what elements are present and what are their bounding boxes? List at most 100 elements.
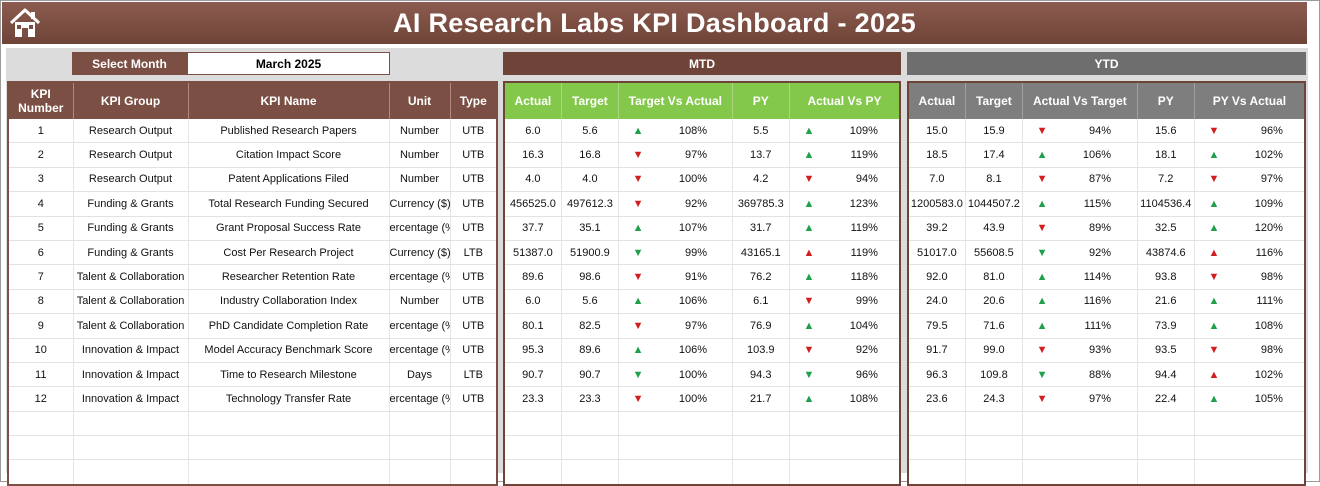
kpi-group: Funding & Grants [73, 240, 189, 266]
kpi-number: 6 [8, 240, 74, 266]
table-row: 16.3 16.8 ▼ 97% 13.7 ▲ 119% [504, 142, 901, 168]
mtd-py: 369785.3 [732, 191, 790, 217]
ytd-actual: 96.3 [908, 362, 966, 388]
mtd_headers-header-4: Actual Vs PY [789, 82, 901, 119]
kpi-type: UTB [450, 313, 498, 339]
empty-cell [789, 459, 901, 486]
mtd-target-vs-actual-value: 100% [678, 173, 708, 186]
empty-cell [73, 435, 189, 461]
kpi-unit: Number [389, 142, 451, 168]
empty-cell [1022, 459, 1138, 486]
mtd-actual-vs-py-value: 119% [850, 149, 878, 162]
ytd-actual-vs-target-value: 106% [1082, 149, 1112, 162]
ytd-actual-vs-target: ▼ 92% [1022, 240, 1138, 266]
mtd-actual-vs-py-value: 109% [849, 124, 878, 137]
kpi-unit: Currency ($) [389, 240, 451, 266]
mtd_headers-header-3: PY [732, 82, 790, 119]
empty-cell [73, 411, 189, 437]
down-arrow-icon: ▼ [803, 344, 815, 357]
kpi-number: 5 [8, 216, 74, 241]
kpi-group: Innovation & Impact [73, 338, 189, 363]
ytd-table: Actual Target Actual Vs Target PY PY Vs Actu… [907, 81, 1306, 486]
kpi_headers-header-0: KPI Number [8, 82, 74, 119]
month-select[interactable]: March 2025 [187, 52, 390, 75]
mtd-actual: 90.7 [504, 362, 562, 388]
up-arrow-icon: ▲ [1208, 149, 1220, 162]
kpi-type: UTB [450, 216, 498, 241]
table-row: 1200583.0 1044507.2 ▲ 115% 1104536.4 ▲ 109% [908, 191, 1306, 217]
table-row: 91.7 99.0 ▼ 93% 93.5 ▼ 98% [908, 338, 1306, 363]
mtd-actual-vs-py: ▼ 96% [789, 362, 901, 388]
ytd-py-vs-actual: ▲ 109% [1194, 191, 1306, 217]
table-row: 80.1 82.5 ▼ 97% 76.9 ▲ 104% [504, 313, 901, 339]
up-arrow-icon: ▲ [1036, 271, 1048, 284]
mtd-actual-vs-py-value: 119% [850, 222, 878, 235]
mtd-py: 13.7 [732, 142, 790, 168]
mtd-target-vs-actual: ▼ 100% [618, 386, 733, 412]
empty-cell [188, 411, 390, 437]
down-arrow-icon: ▼ [803, 295, 815, 308]
kpi-group: Funding & Grants [73, 216, 189, 241]
up-arrow-icon: ▲ [632, 124, 644, 137]
up-arrow-icon: ▲ [1036, 149, 1048, 162]
up-arrow-icon: ▲ [1208, 392, 1220, 405]
empty-cell [908, 459, 966, 486]
table-row: 51017.0 55608.5 ▼ 92% 43874.6 ▲ 116% [908, 240, 1306, 266]
up-arrow-icon: ▲ [632, 222, 644, 235]
home-icon[interactable] [8, 6, 42, 40]
ytd-actual-vs-target: ▲ 111% [1022, 313, 1138, 339]
kpi-group: Research Output [73, 119, 189, 144]
mtd-target-vs-actual: ▼ 97% [618, 313, 733, 339]
table-row: 51387.0 51900.9 ▼ 99% 43165.1 ▲ 119% [504, 240, 901, 266]
down-arrow-icon: ▼ [1036, 173, 1048, 186]
mtd-target: 5.6 [561, 289, 620, 315]
up-arrow-icon: ▲ [803, 149, 815, 162]
kpi-group: Funding & Grants [73, 191, 189, 217]
ytd-actual-vs-target: ▲ 106% [1022, 142, 1138, 168]
ytd-py: 32.5 [1137, 216, 1195, 241]
mtd-target-vs-actual: ▼ 99% [618, 240, 733, 266]
mtd-target: 16.8 [561, 142, 620, 168]
ytd-py-vs-actual: ▲ 105% [1194, 386, 1306, 412]
kpi-unit: Number [389, 289, 451, 315]
mtd-actual: 37.7 [504, 216, 562, 241]
mtd-actual: 89.6 [504, 264, 562, 290]
page-title: AI Research Labs KPI Dashboard - 2025 [393, 7, 916, 38]
ytd-py-vs-actual-value: 102% [1254, 149, 1283, 162]
ytd-py: 22.4 [1137, 386, 1195, 412]
kpi-number: 4 [8, 191, 74, 217]
mtd-target-vs-actual: ▼ 92% [618, 191, 733, 217]
up-arrow-icon: ▲ [632, 344, 644, 357]
down-arrow-icon: ▼ [1208, 124, 1220, 137]
mtd-section-header: MTD [503, 52, 901, 75]
up-arrow-icon: ▲ [803, 197, 815, 210]
mtd-py: 94.3 [732, 362, 790, 388]
ytd-py: 94.4 [1137, 362, 1195, 388]
kpi-name: Industry Collaboration Index [188, 289, 390, 315]
ytd-target: 109.8 [965, 362, 1024, 388]
kpi-name: Researcher Retention Rate [188, 264, 390, 290]
kpi-type: LTB [450, 240, 498, 266]
table-row: 23.6 24.3 ▼ 97% 22.4 ▲ 105% [908, 386, 1306, 412]
table-row: 96.3 109.8 ▼ 88% 94.4 ▲ 102% [908, 362, 1306, 388]
empty-cell [450, 459, 498, 486]
ytd-py: 93.5 [1137, 338, 1195, 363]
mtd-py: 6.1 [732, 289, 790, 315]
mtd_headers-header-0: Actual [504, 82, 562, 119]
kpi-number: 9 [8, 313, 74, 339]
empty-row [8, 459, 498, 486]
ytd-actual-vs-target-value: 115% [1083, 197, 1112, 210]
up-arrow-icon: ▲ [1208, 368, 1220, 381]
ytd-py-vs-actual-value: 108% [1254, 319, 1283, 332]
ytd-actual: 23.6 [908, 386, 966, 412]
empty-cell [188, 435, 390, 461]
ytd-py-vs-actual: ▲ 116% [1194, 240, 1306, 266]
mtd-actual-vs-py-value: 108% [849, 392, 878, 405]
mtd-actual-vs-py: ▲ 119% [789, 142, 901, 168]
ytd-py: 93.8 [1137, 264, 1195, 290]
kpi-number: 2 [8, 142, 74, 168]
ytd-py: 73.9 [1137, 313, 1195, 339]
kpi_headers-header-1: KPI Group [73, 82, 189, 119]
mtd-target: 98.6 [561, 264, 620, 290]
mtd-actual-vs-py-value: 123% [849, 197, 878, 210]
